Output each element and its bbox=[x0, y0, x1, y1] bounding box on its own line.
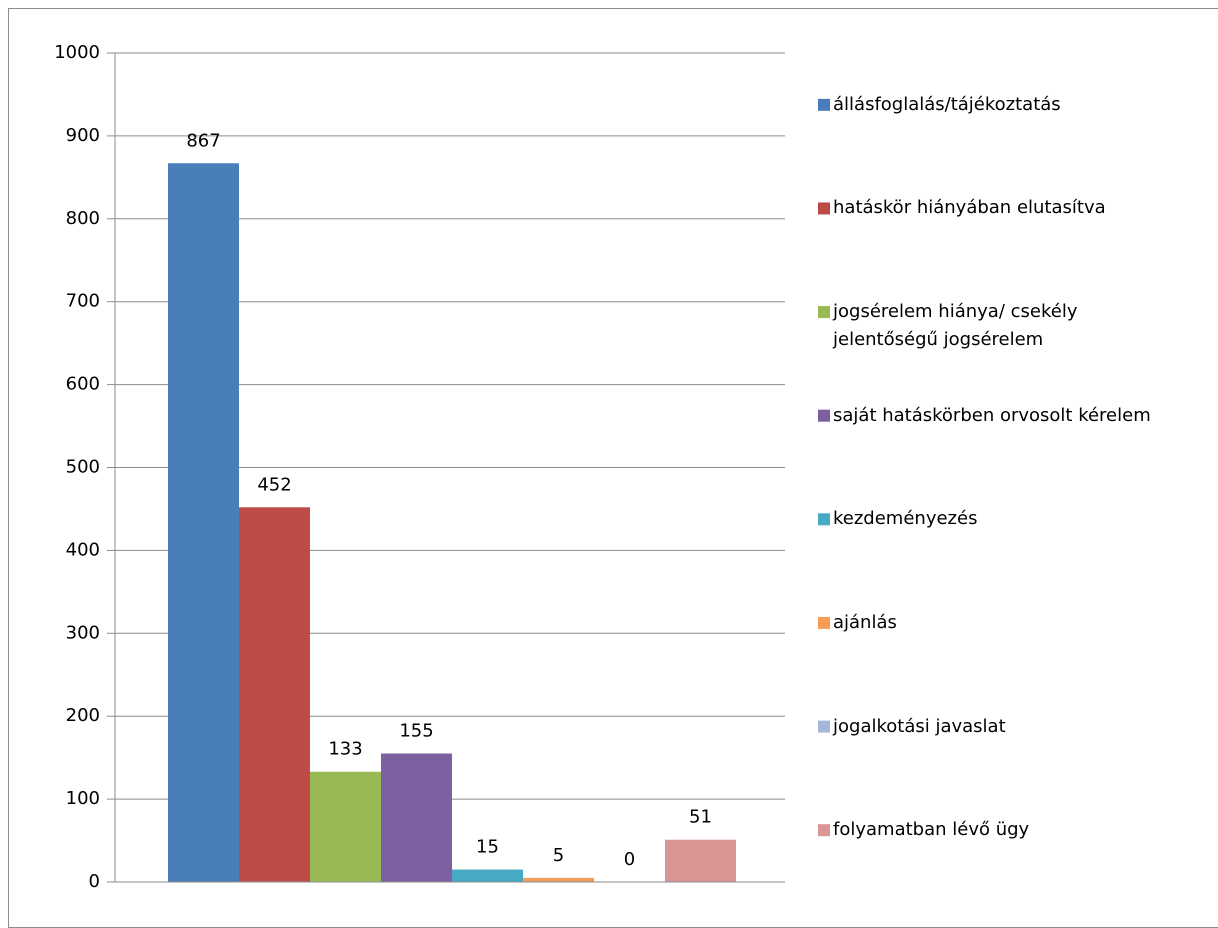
legend-swatch bbox=[818, 513, 830, 526]
y-tick-label: 1000 bbox=[54, 42, 100, 63]
data-label: 867 bbox=[186, 130, 220, 151]
y-tick-label: 900 bbox=[66, 125, 100, 146]
legend-swatch bbox=[818, 202, 830, 215]
data-label: 51 bbox=[689, 807, 712, 828]
bar bbox=[168, 163, 239, 882]
legend-label: jogalkotási javaslat bbox=[833, 715, 1006, 737]
data-label: 15 bbox=[476, 837, 499, 858]
bar bbox=[523, 877, 594, 882]
y-tick-label: 0 bbox=[89, 871, 100, 892]
bar bbox=[239, 507, 310, 882]
legend-label: állásfoglalás/tájékoztatás bbox=[833, 93, 1061, 115]
legend-swatch bbox=[818, 824, 830, 837]
legend-swatch bbox=[818, 98, 830, 111]
data-label: 155 bbox=[399, 721, 433, 742]
bar bbox=[665, 839, 736, 882]
data-label: 0 bbox=[624, 849, 635, 870]
legend-label: jogsérelem hiánya/ csekély jelentőségű j… bbox=[833, 301, 1078, 351]
data-label: 452 bbox=[257, 474, 291, 495]
legend-swatch bbox=[818, 720, 830, 733]
bar bbox=[452, 869, 523, 882]
legend-swatch bbox=[818, 616, 830, 629]
bar bbox=[381, 753, 452, 882]
y-tick-label: 300 bbox=[66, 622, 100, 643]
bar bbox=[310, 771, 381, 882]
y-tick-label: 800 bbox=[66, 208, 100, 229]
data-label: 133 bbox=[328, 739, 362, 760]
y-tick-label: 400 bbox=[66, 539, 100, 560]
y-tick-label: 700 bbox=[66, 291, 100, 312]
legend-label: saját hatáskörben orvosolt kérelem bbox=[833, 404, 1151, 426]
legend-swatch bbox=[818, 409, 830, 422]
legend-label: hatáskör hiányában elutasítva bbox=[833, 197, 1106, 219]
y-tick-label: 200 bbox=[66, 705, 100, 726]
legend-swatch bbox=[818, 306, 830, 319]
y-tick-label: 500 bbox=[66, 457, 100, 478]
y-tick-label: 100 bbox=[66, 788, 100, 809]
data-label: 5 bbox=[553, 845, 564, 866]
legend-label: ajánlás bbox=[833, 611, 897, 633]
legend-label: folyamatban lévő ügy bbox=[833, 819, 1030, 841]
y-tick-label: 600 bbox=[66, 374, 100, 395]
legend-label: kezdeményezés bbox=[833, 508, 978, 530]
